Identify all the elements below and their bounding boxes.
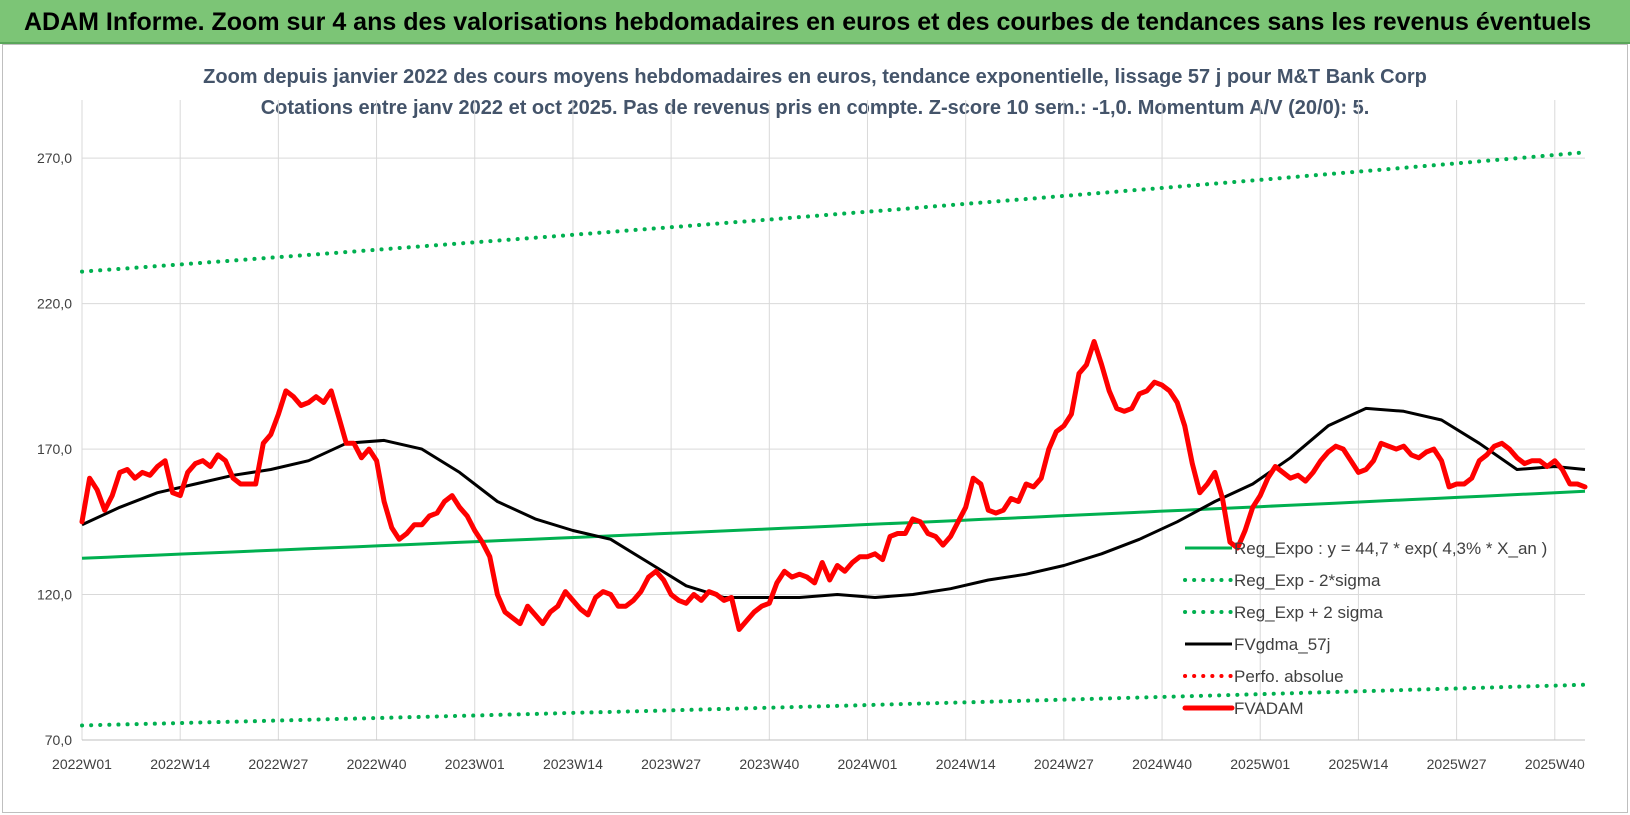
- x-tick-label: 2024W27: [1034, 756, 1094, 772]
- chart-subtitle: Cotations entre janv 2022 et oct 2025. P…: [261, 97, 1370, 119]
- x-tick-label: 2025W14: [1328, 756, 1388, 772]
- legend: Reg_Expo : y = 44,7 * exp( 4,3% * X_an )…: [1182, 539, 1547, 718]
- series-line-reg-exp-2-sigma: [80, 150, 1587, 274]
- y-tick-label: 120,0: [37, 587, 72, 603]
- legend-label: FVADAM: [1234, 699, 1304, 718]
- legend-label: FVgdma_57j: [1234, 635, 1330, 654]
- x-tick-label: 2023W40: [739, 756, 799, 772]
- series-line-reg-exp-2-sigma: [80, 682, 1587, 728]
- y-tick-label: 270,0: [37, 150, 72, 166]
- legend-label: Reg_Exp + 2 sigma: [1234, 603, 1383, 622]
- x-tick-label: 2024W01: [838, 756, 898, 772]
- chart-title: Zoom depuis janvier 2022 des cours moyen…: [203, 66, 1427, 88]
- banner-title: ADAM Informe. Zoom sur 4 ans des valoris…: [24, 8, 1592, 36]
- legend-label: Reg_Exp - 2*sigma: [1234, 571, 1381, 590]
- x-tick-label: 2025W01: [1230, 756, 1290, 772]
- legend-label: Reg_Expo : y = 44,7 * exp( 4,3% * X_an ): [1234, 539, 1547, 558]
- series-line-fvgdma-57j: [81, 406, 1586, 599]
- legend-label: Perfo. absolue: [1234, 667, 1344, 686]
- banner: ADAM Informe. Zoom sur 4 ans des valoris…: [0, 0, 1630, 44]
- x-tick-label: 2023W27: [641, 756, 701, 772]
- series-line-fvadam: [79, 339, 1588, 632]
- x-tick-label: 2024W14: [936, 756, 996, 772]
- x-tick-label: 2025W40: [1525, 756, 1585, 772]
- y-tick-label: 70,0: [45, 732, 72, 748]
- x-tick-label: 2023W14: [543, 756, 603, 772]
- y-axis-ticks: 70,0 120,0 170,0 220,0 270,0: [37, 150, 72, 748]
- x-tick-label: 2023W01: [445, 756, 505, 772]
- x-tick-label: 2022W27: [248, 756, 308, 772]
- x-tick-label: 2025W27: [1427, 756, 1487, 772]
- y-tick-label: 220,0: [37, 296, 72, 312]
- x-tick-label: 2022W14: [150, 756, 210, 772]
- x-axis-ticks: 2022W01 2022W14 2022W27 2022W40 2023W01 2023W…: [52, 756, 1585, 772]
- x-tick-label: 2022W01: [52, 756, 112, 772]
- series-line-reg-expo-y-44-7-exp-4-3-x-an: [81, 489, 1586, 560]
- gridlines: [81, 100, 1585, 741]
- x-tick-label: 2022W40: [347, 756, 407, 772]
- series-group: [79, 150, 1588, 728]
- x-tick-label: 2024W40: [1132, 756, 1192, 772]
- y-tick-label: 170,0: [37, 441, 72, 457]
